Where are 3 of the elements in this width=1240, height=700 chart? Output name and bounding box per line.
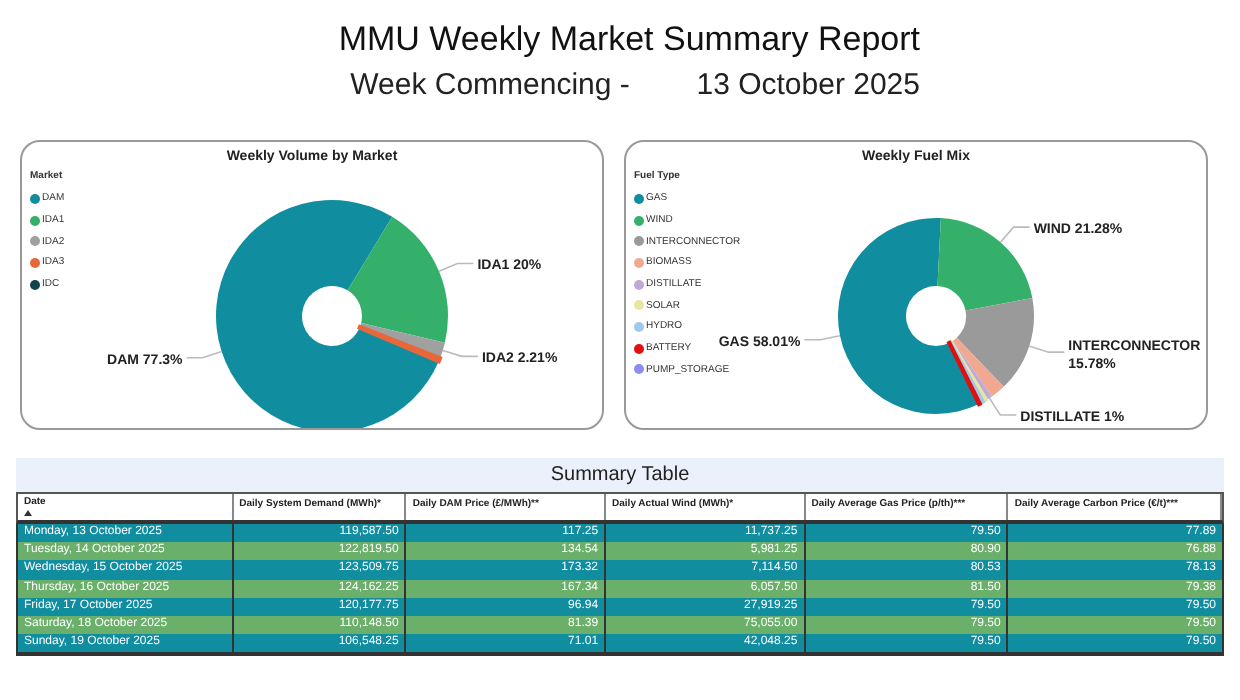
text: Summary Table	[16, 458, 1224, 492]
text: MMU Weekly Market Summary Report	[336, 18, 920, 62]
text: Week Commencing - 13 October 2025	[348, 66, 920, 106]
